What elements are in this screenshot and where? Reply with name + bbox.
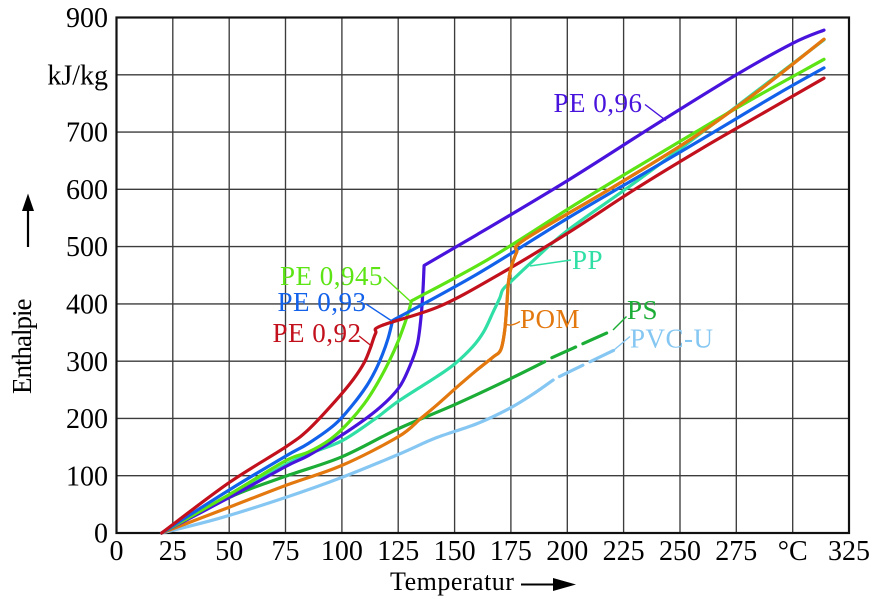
svg-text:kJ/kg: kJ/kg	[47, 60, 108, 91]
svg-text:PE 0,92: PE 0,92	[273, 318, 362, 348]
svg-text:Enthalpie: Enthalpie	[7, 299, 37, 394]
svg-text:250: 250	[659, 536, 701, 567]
svg-text:100: 100	[321, 536, 363, 567]
svg-text:PP: PP	[572, 245, 603, 275]
svg-text:PE 0,96: PE 0,96	[554, 88, 643, 118]
svg-text:0: 0	[94, 519, 108, 550]
svg-text:200: 200	[66, 404, 108, 435]
svg-text:275: 275	[715, 536, 757, 567]
svg-text:PS: PS	[627, 295, 658, 325]
svg-text:PVC-U: PVC-U	[630, 324, 714, 354]
svg-text:POM: POM	[520, 304, 580, 334]
svg-text:300: 300	[66, 347, 108, 378]
svg-text:900: 900	[66, 3, 108, 34]
svg-text:125: 125	[377, 536, 419, 567]
svg-text:°C: °C	[778, 536, 808, 567]
svg-text:150: 150	[434, 536, 476, 567]
svg-text:225: 225	[603, 536, 645, 567]
svg-text:100: 100	[66, 461, 108, 492]
svg-text:50: 50	[215, 536, 243, 567]
svg-text:PE 0,945: PE 0,945	[280, 261, 383, 291]
svg-text:600: 600	[66, 175, 108, 206]
svg-text:25: 25	[159, 536, 187, 567]
svg-text:0: 0	[110, 536, 124, 567]
svg-text:325: 325	[828, 536, 870, 567]
svg-text:500: 500	[66, 232, 108, 263]
svg-text:75: 75	[272, 536, 300, 567]
svg-text:PE 0,93: PE 0,93	[278, 287, 367, 317]
svg-text:200: 200	[546, 536, 588, 567]
svg-text:175: 175	[490, 536, 532, 567]
svg-text:Temperatur: Temperatur	[390, 567, 514, 596]
svg-text:700: 700	[66, 118, 108, 149]
svg-text:400: 400	[66, 290, 108, 321]
